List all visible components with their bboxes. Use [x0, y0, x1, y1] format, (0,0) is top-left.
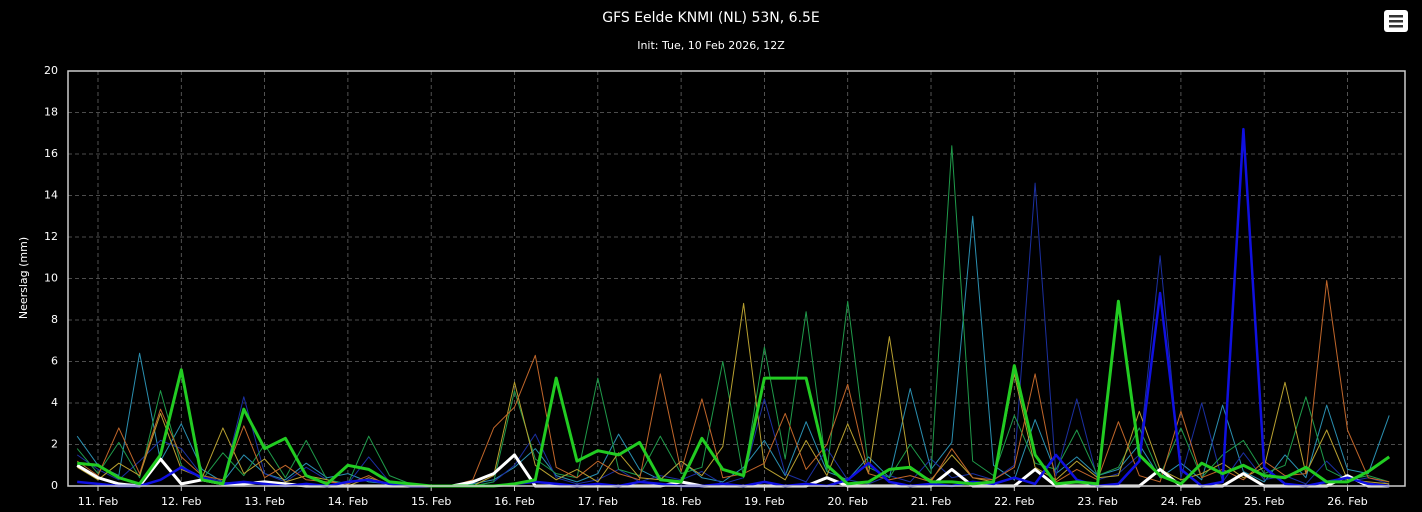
chart-subtitle: Init: Tue, 10 Feb 2026, 12Z [637, 39, 785, 52]
y-tick-label: 0 [51, 479, 58, 492]
chart-title: GFS Eelde KNMI (NL) 53N, 6.5E [602, 10, 820, 26]
x-tick-label: 26. Feb [1327, 495, 1367, 508]
series-line [77, 127, 1390, 488]
x-tick-label: 23. Feb [1077, 495, 1117, 508]
x-tick-label: 17. Feb [578, 495, 618, 508]
menu-button[interactable] [1384, 10, 1408, 32]
x-tick-label: 20. Feb [827, 495, 867, 508]
y-tick-label: 4 [51, 396, 58, 409]
x-tick-label: 18. Feb [661, 495, 701, 508]
x-tick-label: 12. Feb [161, 495, 201, 508]
y-tick-label: 14 [44, 189, 58, 202]
y-axis-label: Neerslag (mm) [17, 237, 30, 319]
x-tick-label: 14. Feb [328, 495, 368, 508]
menu-bar [1389, 20, 1403, 23]
x-tick-label: 19. Feb [744, 495, 784, 508]
x-tick-label: 16. Feb [494, 495, 534, 508]
x-tick-label: 24. Feb [1161, 495, 1201, 508]
y-tick-label: 6 [51, 355, 58, 368]
plot-frame [67, 70, 1406, 487]
y-tick-label: 12 [44, 230, 58, 243]
x-tick-label: 13. Feb [244, 495, 284, 508]
x-tick-label: 22. Feb [994, 495, 1034, 508]
y-tick-label: 10 [44, 272, 58, 285]
x-tick-label: 15. Feb [411, 495, 451, 508]
series-line [76, 182, 1390, 487]
series-line [76, 215, 1390, 487]
x-tick-label: 25. Feb [1244, 495, 1284, 508]
y-tick-label: 2 [51, 438, 58, 451]
y-tick-label: 20 [44, 64, 58, 77]
menu-bar [1389, 25, 1403, 28]
x-tick-label: 11. Feb [78, 495, 118, 508]
series-line [76, 302, 1390, 487]
plot-area [76, 127, 1391, 488]
x-tick-label: 21. Feb [911, 495, 951, 508]
y-tick-label: 16 [44, 147, 58, 160]
y-tick-label: 18 [44, 106, 58, 119]
menu-bar [1389, 15, 1403, 18]
series-line [76, 280, 1390, 487]
series-line [77, 299, 1391, 488]
y-tick-label: 8 [51, 313, 58, 326]
